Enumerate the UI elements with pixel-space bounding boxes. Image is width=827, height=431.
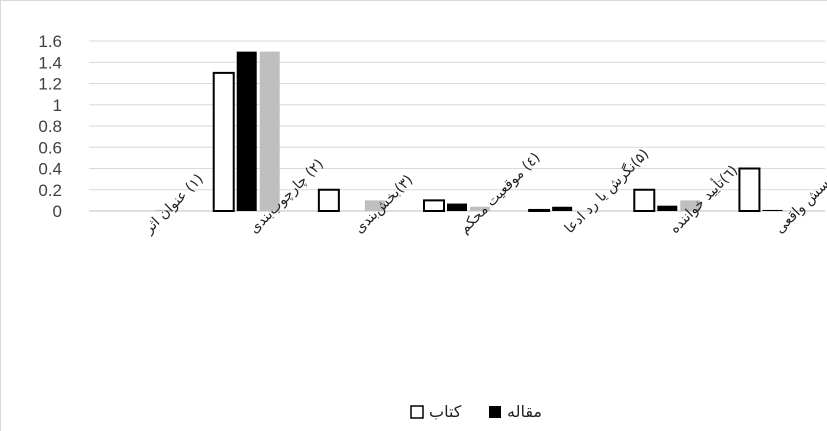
bar-series-1-cat-5 [657,205,678,211]
bar-series-0-cat-2 [317,188,340,212]
bar-series-0-cat-3 [423,199,445,212]
legend-label: مقاله [507,402,542,421]
bar-series-2-cat-3 [470,206,490,211]
legend-swatch [489,406,501,418]
y-axis-ticks: 1.6 1.4 1.2 1 0.8 0.6 0.4 0.2 0 [38,32,62,221]
bar-series-1-cat-3 [447,203,467,211]
y-tick-label: 0 [53,202,62,221]
legend: کتاب مقاله [410,402,542,421]
legend-swatch [410,405,424,419]
y-tick-label: 1.4 [38,53,62,72]
y-tick-label: 1.6 [38,32,62,51]
x-category-label: (۳)بخش‌بندی [351,172,416,237]
bar-series-0-cat-6 [738,167,761,212]
bar-series-1-cat-6 [762,209,783,211]
bar-series-2-cat-1 [259,51,280,211]
y-tick-label: 0.4 [38,160,62,179]
x-category-label: (۷) پرسش واقعی [772,152,827,237]
y-tick-label: 0.2 [38,181,62,200]
bar-series-1-cat-4 [552,206,573,211]
bar-series-2-cat-0 [154,209,175,211]
x-category-label: (۱) عنوان اثر [140,171,206,237]
bar-series-2-cat-5 [680,200,701,211]
bar-series-0-cat-5 [633,188,656,212]
x-category-label: (٤) موقعیت محکم [457,150,544,237]
bar-series-0-cat-1 [212,71,235,212]
legend-label: کتاب [429,402,462,421]
x-category-label: (٦)تأیید خواننده [665,160,741,236]
y-tick-label: 0.6 [38,138,62,157]
bar-series-2-cat-2 [364,200,385,211]
y-tick-label: 1.2 [38,75,62,94]
bar-series-1-cat-1 [236,51,257,211]
y-tick-label: 1 [53,96,62,115]
bars [154,51,783,212]
y-tick-label: 0.8 [38,117,62,136]
bar-series-0-cat-4 [528,208,551,212]
